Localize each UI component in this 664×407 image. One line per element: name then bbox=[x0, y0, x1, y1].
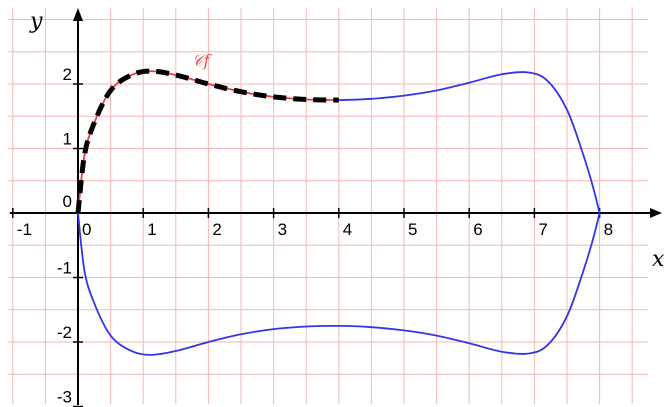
y-tick-label: 0 bbox=[63, 192, 72, 211]
curve-series-3 bbox=[338, 71, 601, 214]
curves bbox=[75, 68, 601, 356]
axes bbox=[10, 8, 662, 405]
x-tick-label: 2 bbox=[212, 220, 221, 239]
y-tick-label: 2 bbox=[63, 65, 72, 84]
y-axis-arrow bbox=[73, 8, 83, 21]
y-tick-label: 1 bbox=[63, 130, 72, 149]
x-tick-label: 4 bbox=[343, 220, 352, 239]
x-axis-label: x bbox=[652, 247, 664, 272]
x-tick-label: 7 bbox=[538, 220, 547, 239]
y-tick-label: -1 bbox=[57, 259, 72, 278]
x-tick-label: -1 bbox=[17, 220, 32, 239]
y-tick-label: -3 bbox=[57, 388, 72, 407]
curve-series-4 bbox=[77, 212, 601, 356]
x-tick-label: 3 bbox=[278, 220, 287, 239]
dashed-arc-series bbox=[75, 68, 339, 214]
x-tick-label: 8 bbox=[604, 220, 613, 239]
y-tick-label: -2 bbox=[57, 323, 72, 342]
ticks: -1 0 1 2 3 4 5 6 7 8 2 1 0 -1 -2 -3 bbox=[12, 65, 613, 407]
x-tick-label: 0 bbox=[82, 220, 91, 239]
x-tick-label: 6 bbox=[473, 220, 482, 239]
x-tick-label: 5 bbox=[408, 220, 417, 239]
y-axis-label: y bbox=[29, 9, 43, 34]
x-tick-label: 1 bbox=[147, 220, 156, 239]
curve-label: 𝒞f bbox=[192, 51, 213, 70]
grid bbox=[8, 8, 648, 404]
x-axis-arrow bbox=[650, 208, 662, 218]
